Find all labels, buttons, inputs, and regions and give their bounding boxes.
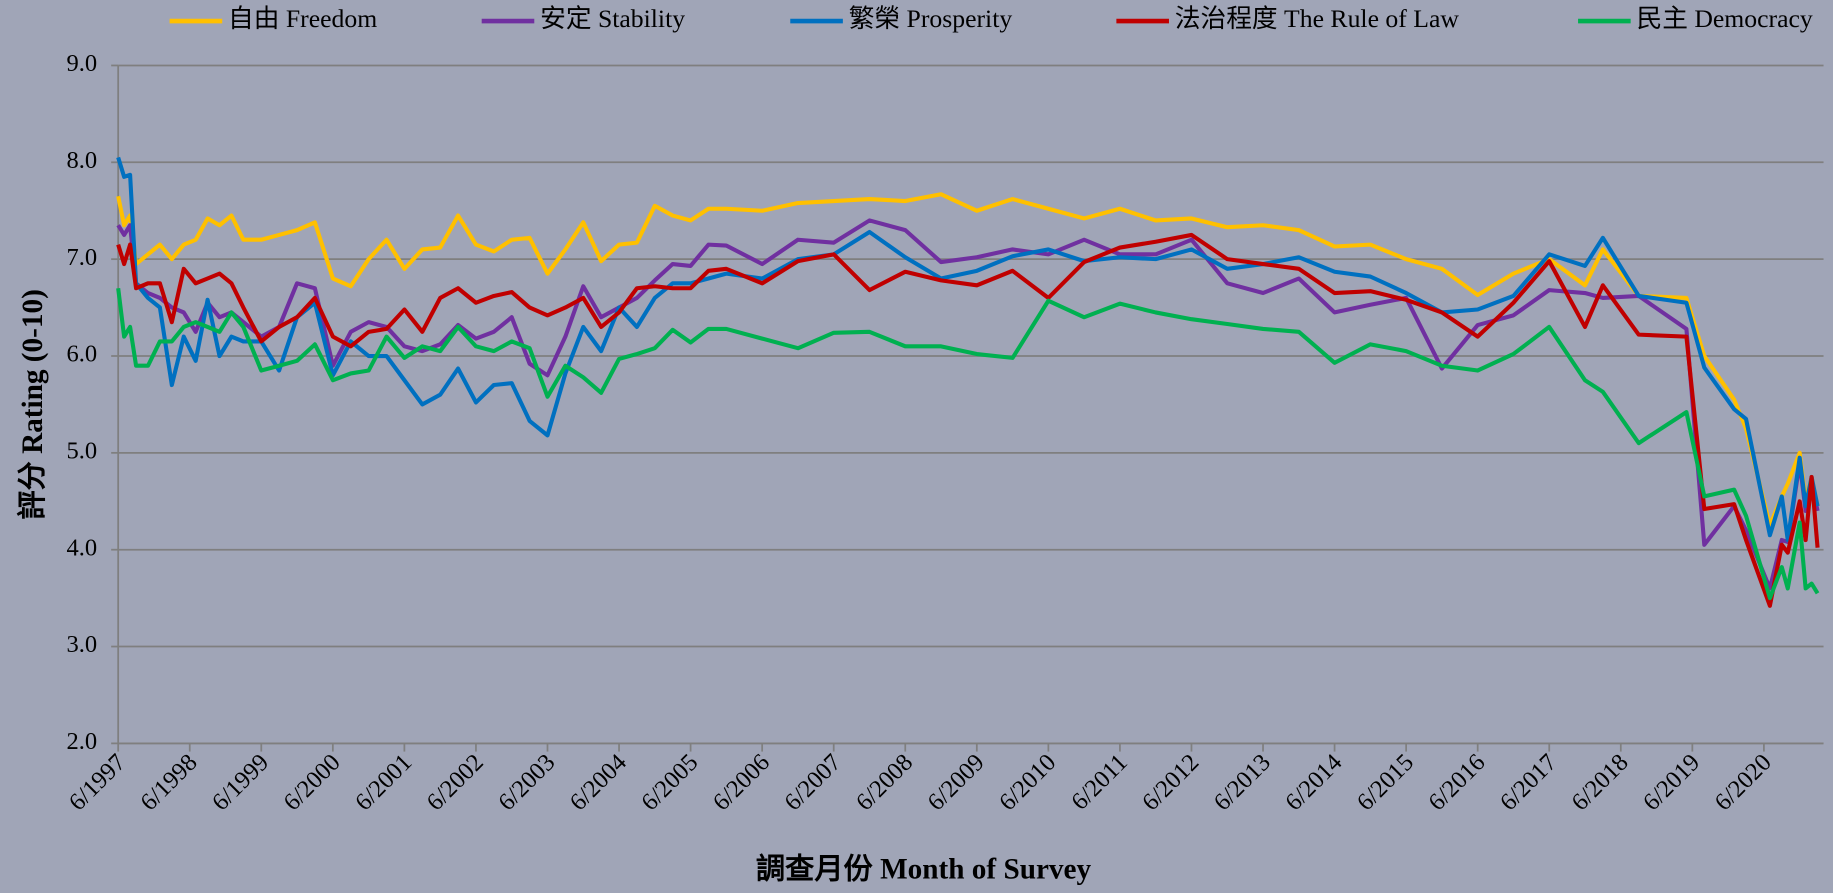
y-tick-label: 3.0 <box>66 631 97 658</box>
y-tick-label: 4.0 <box>66 534 97 561</box>
y-axis-title: 評分 Rating (0-10) <box>15 289 49 519</box>
y-tick-label: 2.0 <box>66 728 97 755</box>
line-series <box>116 232 1820 608</box>
y-tick-label: 9.0 <box>66 50 97 77</box>
line-series <box>116 156 1820 543</box>
y-tick-label: 6.0 <box>66 341 97 368</box>
legend-label: 安定 Stability <box>540 4 685 33</box>
y-tick-label: 8.0 <box>66 147 97 174</box>
x-axis-title: 調查月份 Month of Survey <box>756 853 1092 886</box>
y-tick-label: 5.0 <box>66 437 97 464</box>
line-series <box>116 192 1820 528</box>
legend-label: 繁榮 Prosperity <box>849 4 1013 33</box>
legend-label: 民主 Democracy <box>1637 4 1813 33</box>
legend-label: 自由 Freedom <box>228 4 377 33</box>
y-tick-label: 7.0 <box>66 244 97 271</box>
legend-label: 法治程度 The Rule of Law <box>1175 4 1460 33</box>
line-series <box>116 287 1820 601</box>
